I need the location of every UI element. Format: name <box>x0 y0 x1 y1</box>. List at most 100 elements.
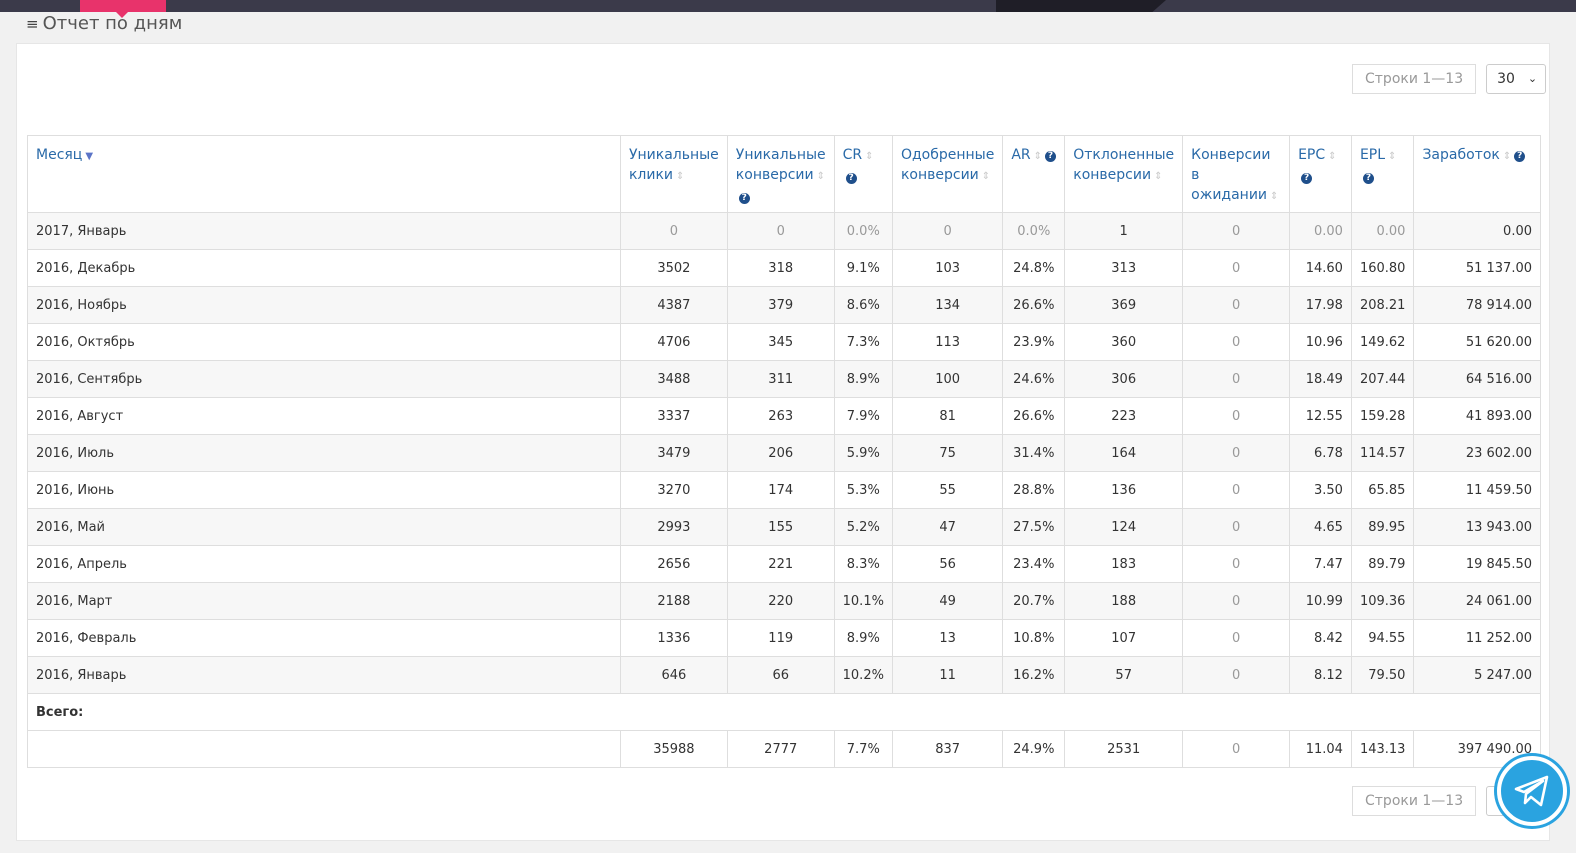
cell-pending: 0 <box>1182 582 1291 620</box>
cell-ar: 10.8% <box>1002 619 1066 657</box>
column-header-earnings[interactable]: Заработок ⇕? <box>1413 135 1541 213</box>
cell-uniq_clicks: 2656 <box>619 545 728 583</box>
cell-epl: 79.50 <box>1350 656 1415 694</box>
cell-ar: 31.4% <box>1002 434 1066 472</box>
cell-pending: 0 <box>1182 471 1291 509</box>
cell-month: 2016, Апрель <box>27 545 621 583</box>
cell-ar: 28.8% <box>1002 471 1066 509</box>
cell-ar: 27.5% <box>1002 508 1066 546</box>
question-circle-icon[interactable]: ? <box>1045 151 1057 162</box>
cell-uniq_conv: 119 <box>726 619 835 657</box>
total-cell-epc: 11.04 <box>1289 730 1352 768</box>
cell-uniq_conv: 0 <box>726 212 835 250</box>
cell-epc: 7.47 <box>1289 545 1352 583</box>
column-header-label[interactable]: Отклоненные конверсии <box>1073 147 1175 183</box>
column-header-rejected[interactable]: Отклоненные конверсии ⇕ <box>1064 135 1184 213</box>
sort-arrows-icon[interactable]: ⇕ <box>1388 151 1397 162</box>
column-header-cr[interactable]: CR ⇕? <box>833 135 893 213</box>
cell-rejected: 306 <box>1064 360 1184 398</box>
cell-cr: 8.3% <box>833 545 893 583</box>
column-header-uniq_conv[interactable]: Уникальные конверсии ⇕? <box>726 135 835 213</box>
cell-cr: 0.0% <box>833 212 893 250</box>
table-row: 2016, Март 2188 220 10.1% 49 20.7% 188 0 10.99 10… <box>27 582 1541 620</box>
cell-earnings: 23 602.00 <box>1413 434 1541 472</box>
sort-desc-icon[interactable]: ▼ <box>85 151 94 162</box>
column-header-label[interactable]: EPC <box>1298 147 1326 163</box>
cell-rejected: 223 <box>1064 397 1184 435</box>
column-header-epc[interactable]: EPC ⇕? <box>1289 135 1352 213</box>
cell-earnings: 51 620.00 <box>1413 323 1541 361</box>
column-header-label[interactable]: AR <box>1011 147 1031 163</box>
cell-epl: 109.36 <box>1350 582 1415 620</box>
cell-uniq_conv: 318 <box>726 249 835 287</box>
cell-rejected: 313 <box>1064 249 1184 287</box>
top-navbar <box>0 0 1576 18</box>
question-circle-icon[interactable]: ? <box>738 193 750 204</box>
rows-range-button[interactable]: Строки 1—13 <box>1352 64 1477 94</box>
sort-arrows-icon[interactable]: ⇕ <box>1154 171 1163 182</box>
telegram-button[interactable] <box>1497 756 1567 826</box>
question-circle-icon[interactable]: ? <box>1362 173 1374 184</box>
column-header-label[interactable]: Заработок <box>1422 147 1500 163</box>
cell-epc: 0.00 <box>1289 212 1352 250</box>
sort-arrows-icon[interactable]: ⇕ <box>981 171 991 182</box>
cell-month: 2016, Август <box>27 397 621 435</box>
panel-title: ≡ Отчет по дням <box>26 13 182 34</box>
table-row: 2016, Февраль 1336 119 8.9% 13 10.8% 107 0 8.42 9… <box>27 619 1541 657</box>
cell-uniq_conv: 155 <box>726 508 835 546</box>
cell-ar: 16.2% <box>1002 656 1066 694</box>
report-table: Месяц ▼ Уникальные клики ⇕ Уникальные конвер… <box>27 135 1541 768</box>
cell-rejected: 369 <box>1064 286 1184 324</box>
column-header-label[interactable]: CR <box>842 147 863 163</box>
cell-epl: 89.95 <box>1350 508 1415 546</box>
cell-month: 2016, Ноябрь <box>27 286 621 324</box>
active-nav-indicator <box>80 0 166 18</box>
column-header-label[interactable]: Уникальные конверсии <box>735 147 826 183</box>
hamburger-icon[interactable]: ≡ <box>26 15 39 33</box>
column-header-uniq_clicks[interactable]: Уникальные клики ⇕ <box>619 135 728 213</box>
sort-arrows-icon[interactable]: ⇕ <box>816 171 826 182</box>
column-header-pending[interactable]: Конверсии в ожидании ⇕ <box>1182 135 1291 213</box>
column-header-label[interactable]: Уникальные клики <box>628 147 719 183</box>
cell-pending: 0 <box>1182 508 1291 546</box>
column-header-approved[interactable]: Одобренные конверсии ⇕ <box>891 135 1004 213</box>
column-header-month[interactable]: Месяц ▼ <box>27 135 621 213</box>
total-label: Всего: <box>27 693 1541 731</box>
question-circle-icon[interactable]: ? <box>1514 151 1526 162</box>
column-header-epl[interactable]: EPL ⇕? <box>1350 135 1415 213</box>
sort-arrows-icon[interactable]: ⇕ <box>1502 151 1512 162</box>
cell-uniq_clicks: 0 <box>619 212 728 250</box>
question-circle-icon[interactable]: ? <box>1301 173 1313 184</box>
cell-rejected: 188 <box>1064 582 1184 620</box>
cell-epc: 10.99 <box>1289 582 1352 620</box>
sort-arrows-icon[interactable]: ⇕ <box>1328 151 1337 162</box>
column-header-label[interactable]: EPL <box>1359 147 1386 163</box>
column-header-label[interactable]: Месяц <box>36 147 83 163</box>
sort-arrows-icon[interactable]: ⇕ <box>865 151 874 162</box>
cell-month: 2016, Июнь <box>27 471 621 509</box>
column-header-label[interactable]: Одобренные конверсии <box>900 147 995 183</box>
table-body: 2017, Январь 0 0 0.0% 0 0.0% 1 0 0.00 0.00 0.00 201… <box>27 212 1541 768</box>
cell-uniq_clicks: 3502 <box>619 249 728 287</box>
cell-uniq_conv: 174 <box>726 471 835 509</box>
cell-earnings: 11 459.50 <box>1413 471 1541 509</box>
sort-arrows-icon[interactable]: ⇕ <box>1270 191 1279 202</box>
cell-epc: 12.55 <box>1289 397 1352 435</box>
sort-arrows-icon[interactable]: ⇕ <box>1033 151 1043 162</box>
cell-ar: 24.6% <box>1002 360 1066 398</box>
page-size-select[interactable]: 30 ⌄ <box>1486 64 1547 94</box>
question-circle-icon[interactable]: ? <box>845 173 857 184</box>
total-cell-cr: 7.7% <box>833 730 893 768</box>
column-header-ar[interactable]: AR ⇕? <box>1002 135 1066 213</box>
cell-rejected: 124 <box>1064 508 1184 546</box>
cell-approved: 134 <box>891 286 1004 324</box>
cell-cr: 10.2% <box>833 656 893 694</box>
sort-arrows-icon[interactable]: ⇕ <box>676 171 685 182</box>
cell-uniq_clicks: 3488 <box>619 360 728 398</box>
table-row: 2016, Октябрь 4706 345 7.3% 113 23.9% 360 0 10.9… <box>27 323 1541 361</box>
column-header-label[interactable]: Конверсии в ожидании <box>1191 147 1271 203</box>
cell-ar: 23.9% <box>1002 323 1066 361</box>
rows-range-button-bottom[interactable]: Строки 1—13 <box>1352 786 1477 816</box>
cell-pending: 0 <box>1182 360 1291 398</box>
cell-earnings: 51 137.00 <box>1413 249 1541 287</box>
